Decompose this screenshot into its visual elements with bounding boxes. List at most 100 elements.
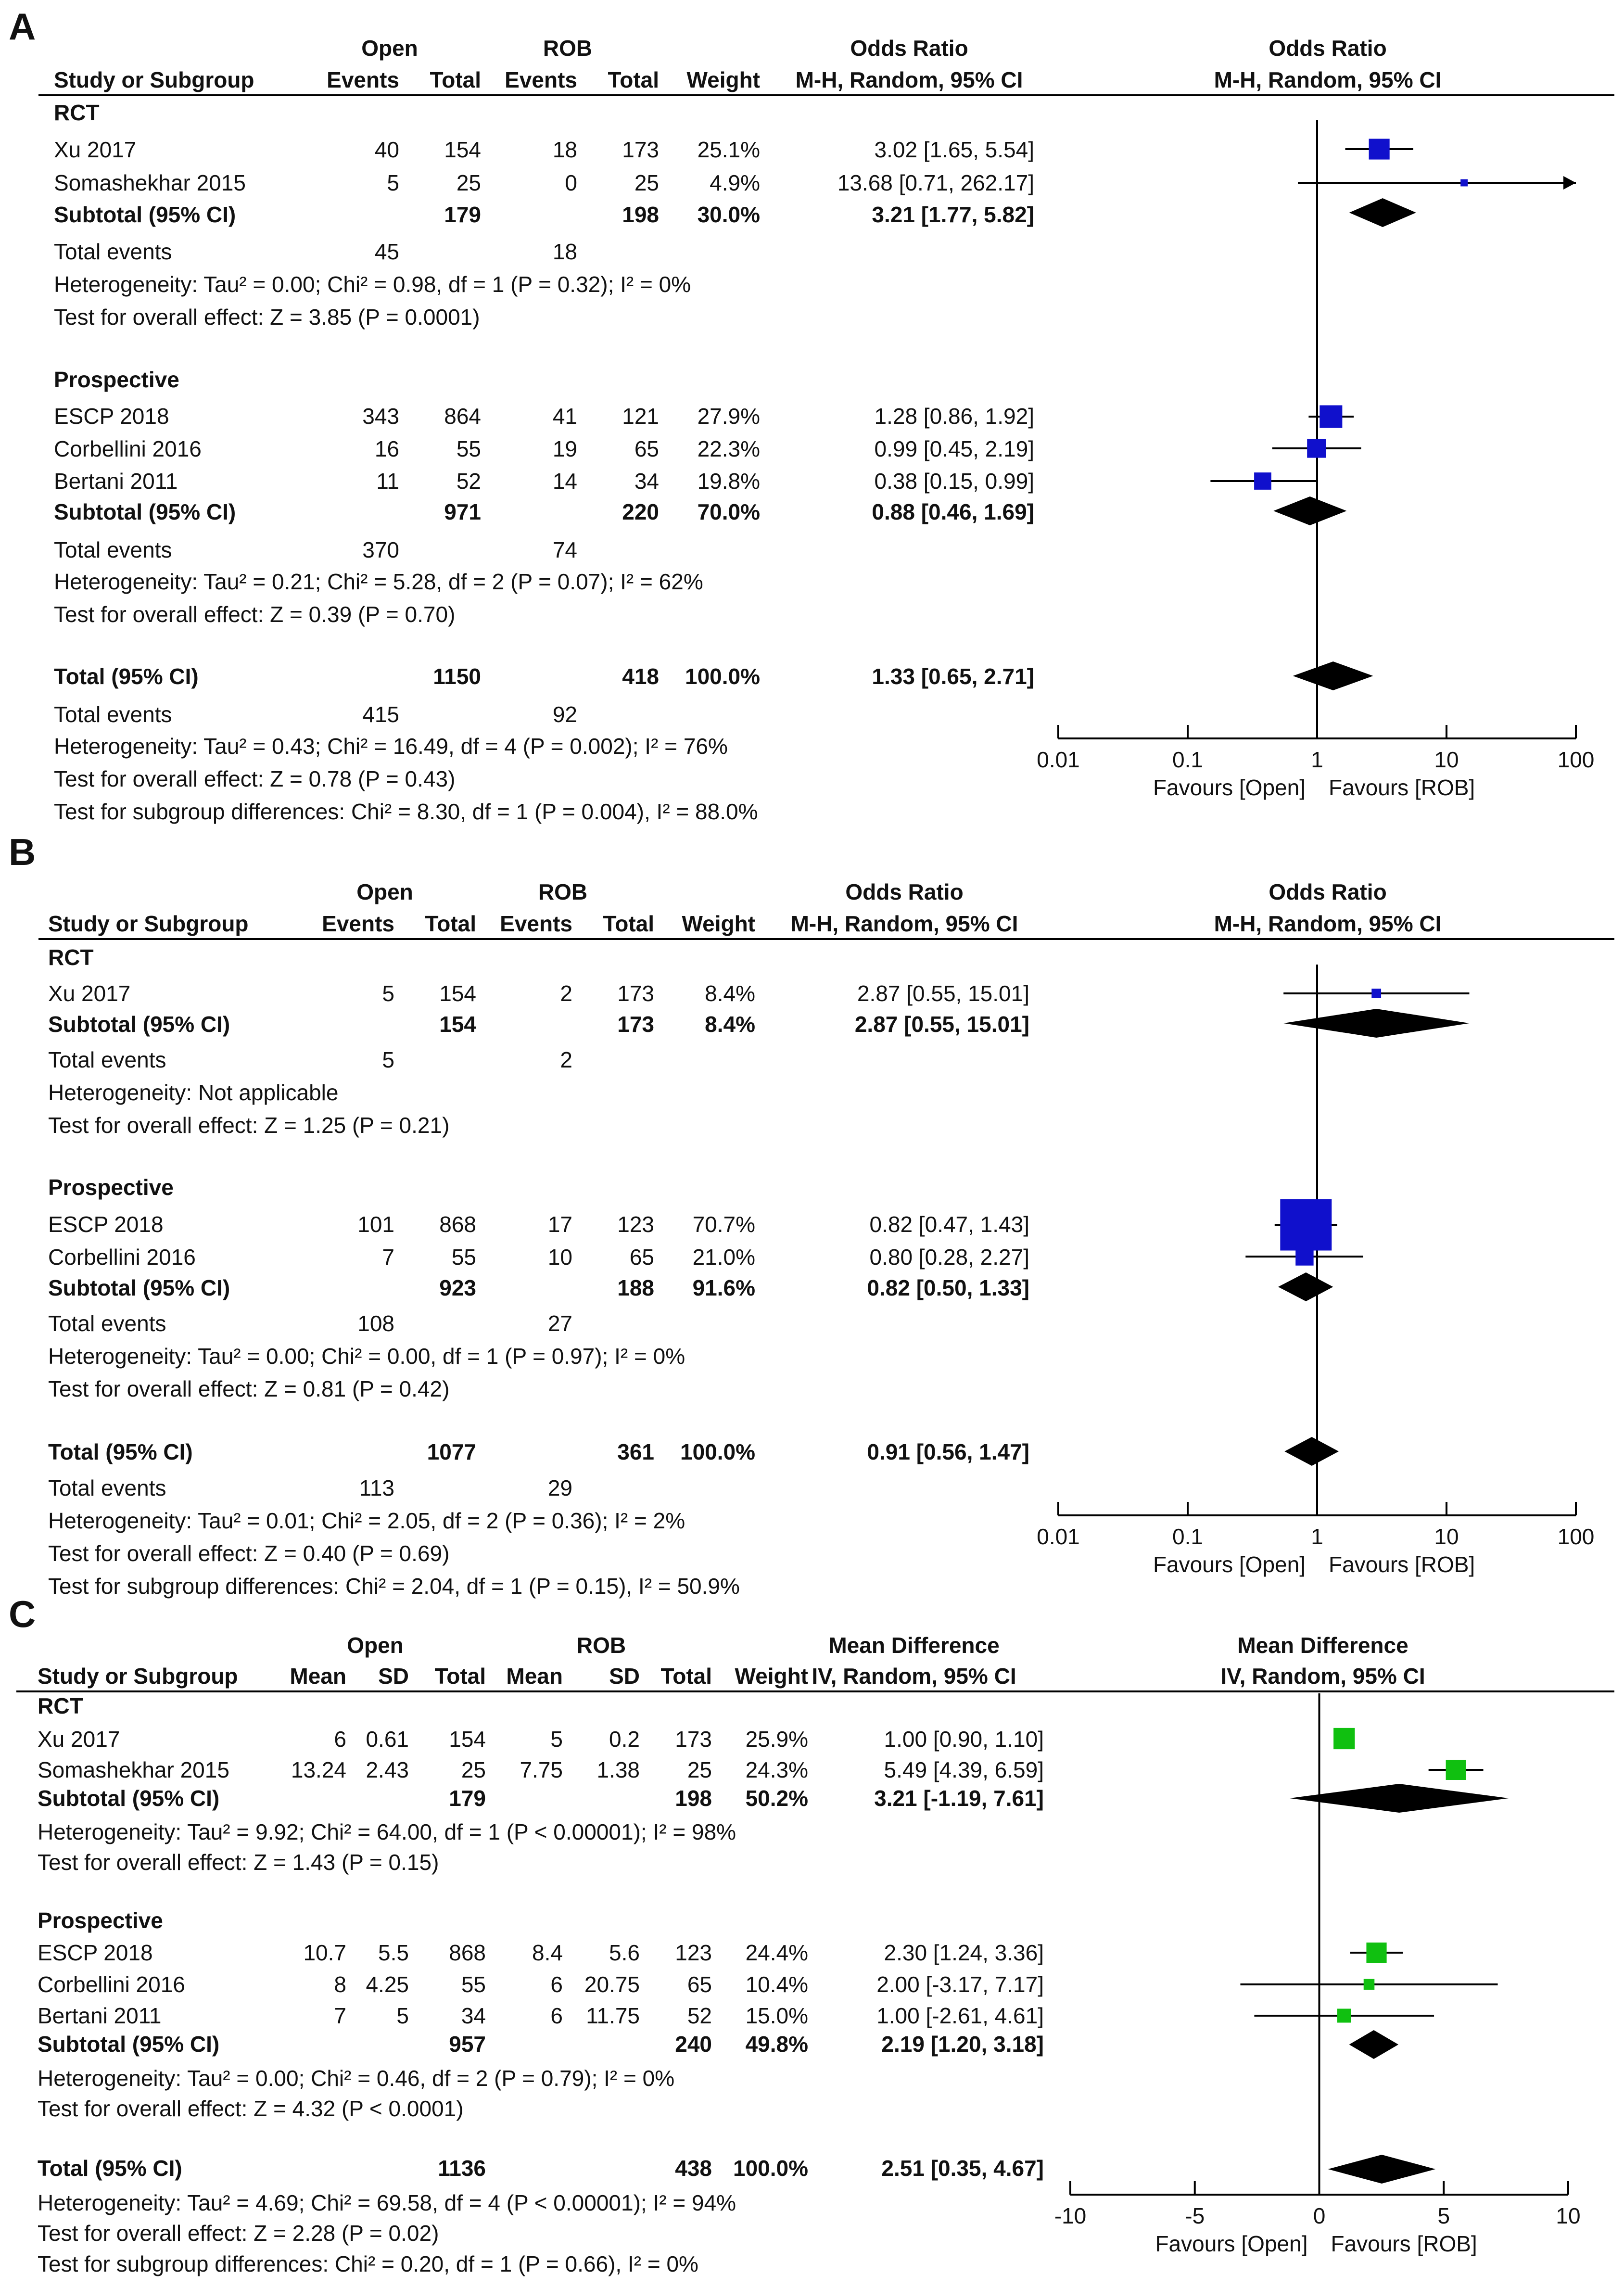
- mean-rob: 6: [550, 2003, 563, 2028]
- events-rob: 19: [552, 436, 577, 461]
- weight-value: 70.7%: [692, 1212, 755, 1237]
- plot-effect-header: Mean Difference: [1237, 1633, 1408, 1658]
- total-weight: 100.0%: [685, 664, 760, 689]
- total-open: 55: [451, 1245, 476, 1270]
- events-open: 40: [374, 137, 399, 162]
- heterogeneity-text: Heterogeneity: Tau² = 0.21; Chi² = 5.28,…: [54, 569, 703, 594]
- subtotal-rob: 240: [675, 2032, 712, 2057]
- sd-open: 4.25: [366, 1972, 409, 1997]
- mean-open: 10.7: [303, 1940, 346, 1965]
- total-events-rob: 92: [552, 702, 577, 727]
- subtotal-label: Subtotal (95% CI): [38, 1786, 220, 1811]
- study-estimate-marker: [1446, 1759, 1466, 1780]
- weight-value: 25.9%: [745, 1727, 808, 1752]
- total-weight: 100.0%: [680, 1439, 755, 1464]
- total2-header: Total: [603, 911, 654, 936]
- total-diamond: [1328, 2155, 1436, 2184]
- x-axis-tick-label: 10: [1556, 2203, 1580, 2228]
- plot-effect-header: Odds Ratio: [1269, 879, 1387, 904]
- total-open: 55: [461, 1972, 486, 1997]
- study-name: Somashekhar 2015: [38, 1757, 229, 1782]
- sd-rob: 20.75: [584, 1972, 640, 1997]
- total2-header: Total: [608, 67, 659, 92]
- total-rob: 34: [634, 469, 659, 494]
- overall-effect-text: Test for overall effect: Z = 0.78 (P = 0…: [54, 766, 456, 791]
- ci-value: 0.99 [0.45, 2.19]: [874, 436, 1035, 461]
- mean-rob: 7.75: [520, 1757, 563, 1782]
- effect-header: Odds Ratio: [850, 36, 968, 61]
- x-axis-tick-label: 1: [1311, 747, 1323, 772]
- mean-open: 6: [334, 1727, 346, 1752]
- sd-rob: 1.38: [596, 1757, 640, 1782]
- total-ci: 1.33 [0.65, 2.71]: [872, 664, 1034, 689]
- total-n-rob: 438: [675, 2156, 712, 2181]
- total-rob: 65: [629, 1245, 654, 1270]
- ci-value: 2.00 [-3.17, 7.17]: [876, 1972, 1044, 1997]
- mean2-header: Mean: [506, 1664, 563, 1689]
- study-name: ESCP 2018: [38, 1940, 153, 1965]
- ci-value: 5.49 [4.39, 6.59]: [884, 1757, 1044, 1782]
- events-rob: 18: [552, 137, 577, 162]
- total-rob: 123: [617, 1212, 654, 1237]
- total-rob: 123: [675, 1940, 712, 1965]
- study-estimate-marker: [1280, 1199, 1332, 1251]
- plot-method-header: M-H, Random, 95% CI: [1214, 911, 1442, 936]
- weight-header: Weight: [686, 67, 760, 92]
- heterogeneity-text: Heterogeneity: Tau² = 0.00; Chi² = 0.00,…: [48, 1344, 685, 1369]
- study-name: Bertani 2011: [54, 469, 178, 494]
- header-rule: [38, 938, 1614, 940]
- total-open: 868: [439, 1212, 476, 1237]
- subgroup-heading: Prospective: [48, 1175, 174, 1200]
- weight-value: 4.9%: [710, 170, 760, 195]
- favours-left-label: Favours [Open]: [1153, 775, 1306, 800]
- total-events-open: 370: [362, 537, 399, 562]
- overall-effect-text: Test for overall effect: Z = 1.43 (P = 0…: [38, 1850, 439, 1875]
- subtotal-open: 971: [444, 499, 481, 524]
- subtotal-ci: 0.88 [0.46, 1.69]: [872, 499, 1034, 524]
- total-open: 55: [456, 436, 481, 461]
- heterogeneity-text: Heterogeneity: Tau² = 0.01; Chi² = 2.05,…: [48, 1508, 685, 1533]
- total-events-rob: 74: [552, 537, 577, 562]
- subgroup-heading: Prospective: [54, 367, 179, 392]
- x-axis-tick-label: 100: [1558, 747, 1595, 772]
- study-estimate-marker: [1369, 139, 1390, 160]
- total2-header: Total: [660, 1664, 712, 1689]
- subtotal-open: 957: [449, 2032, 486, 2057]
- events-open: 101: [357, 1212, 394, 1237]
- subtotal-rob: 188: [617, 1275, 654, 1300]
- x-axis-tick-label: 0: [1313, 2203, 1326, 2228]
- x-axis-tick-label: 0.01: [1037, 1524, 1080, 1549]
- mean-rob: 6: [550, 1972, 563, 1997]
- sd-rob: 5.6: [609, 1940, 640, 1965]
- ci-value: 0.38 [0.15, 0.99]: [874, 469, 1035, 494]
- total-n-open: 1077: [427, 1439, 476, 1464]
- total-open: 154: [449, 1727, 486, 1752]
- total-events-label: Total events: [48, 1047, 166, 1072]
- group2-header: ROB: [576, 1633, 626, 1658]
- sd-open: 2.43: [366, 1757, 409, 1782]
- subtotal-diamond: [1278, 1272, 1333, 1301]
- total1-header: Total: [430, 67, 481, 92]
- total-n-open: 1150: [433, 664, 481, 689]
- method-header: M-H, Random, 95% CI: [790, 911, 1018, 936]
- weight-value: 21.0%: [692, 1245, 755, 1270]
- subtotal-weight: 70.0%: [697, 499, 760, 524]
- heterogeneity-text: Heterogeneity: Tau² = 4.69; Chi² = 69.58…: [38, 2190, 736, 2215]
- events-open: 11: [376, 469, 399, 494]
- total-events-rob: 2: [560, 1047, 572, 1072]
- total-ci: 2.51 [0.35, 4.67]: [881, 2156, 1044, 2181]
- subgroup-differences-text: Test for subgroup differences: Chi² = 2.…: [48, 1574, 740, 1599]
- method-header: IV, Random, 95% CI: [812, 1664, 1016, 1689]
- sd-open: 5: [396, 2003, 409, 2028]
- total-n-rob: 361: [617, 1439, 654, 1464]
- overall-effect-text: Test for overall effect: Z = 0.81 (P = 0…: [48, 1376, 450, 1401]
- total-events-label: Total events: [54, 239, 172, 264]
- subtotal-rob: 173: [617, 1012, 654, 1037]
- study-estimate-marker: [1320, 405, 1343, 428]
- subtotal-weight: 8.4%: [705, 1012, 755, 1037]
- ci-value: 0.82 [0.47, 1.43]: [869, 1212, 1030, 1237]
- x-axis-tick-label: 5: [1437, 2203, 1450, 2228]
- subtotal-label: Subtotal (95% CI): [38, 2032, 220, 2057]
- subtotal-open: 179: [449, 1786, 486, 1811]
- x-axis-tick-label: 1: [1311, 1524, 1323, 1549]
